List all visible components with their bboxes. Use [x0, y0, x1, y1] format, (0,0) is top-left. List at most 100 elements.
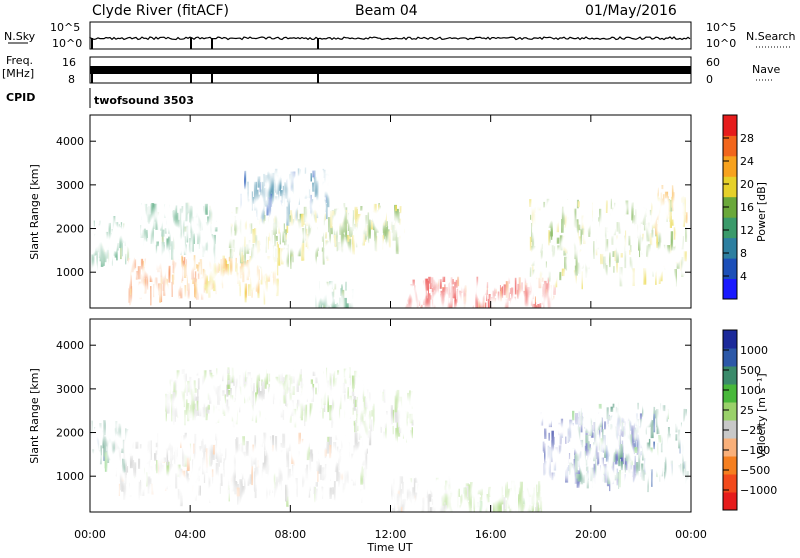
velocity-data-cell-2-224 [227, 406, 230, 414]
power-data-cell-5-130 [270, 182, 273, 193]
velocity-data-cell-6-90 [624, 420, 626, 438]
power-data-cell-8-119 [541, 295, 545, 305]
velocity-data-cell-6-124 [615, 430, 619, 449]
power-data-cell-2-49 [212, 243, 215, 257]
velocity-data-cell-6-73 [572, 423, 574, 440]
velocity-data-cell-5-137 [465, 500, 467, 511]
power-data-cell-4-56 [252, 244, 255, 253]
velocity-data-cell-1-335 [203, 444, 206, 463]
velocity-data-cell-4-82 [398, 476, 402, 491]
power-data-cell-10-50 [669, 212, 672, 222]
velocity-data-cell-1-135 [115, 436, 118, 457]
power-data-cell-9-22 [658, 231, 662, 243]
velocity-data-cell-1-285 [249, 474, 252, 485]
power-data-cell-7-51 [357, 232, 360, 247]
power-data-cell-3-97 [250, 266, 253, 273]
velocity-data-cell-4-97 [415, 492, 418, 505]
velocity-data-cell-3-94 [354, 399, 357, 407]
power-data-cell-6-4 [320, 302, 323, 308]
velocity-data-cell-5-12 [440, 484, 443, 491]
power-data-cell-8-141 [495, 304, 497, 308]
power-data-cell-8-227 [526, 286, 530, 304]
velocity-data-cell-7-93 [595, 441, 598, 446]
power-data-cell-1-105 [157, 264, 160, 273]
power-data-cell-5-34 [257, 176, 261, 188]
velocity-data-cell-4-47 [402, 504, 404, 512]
velocity-data-cell-0-38 [112, 431, 114, 448]
power-data-cell-5-38 [319, 203, 323, 224]
velocity-data-cell-1-214 [193, 453, 196, 460]
velocity-data-cell-3-8 [359, 389, 363, 399]
velocity-data-cell-1-169 [151, 483, 155, 495]
velocity-data-cell-2-233 [315, 377, 319, 384]
power-data-cell-2-34 [157, 212, 160, 226]
power-data-cell-1-101 [194, 271, 197, 283]
velocity-data-cell-0-59 [107, 433, 110, 442]
power-data-cell-8-27 [455, 279, 458, 288]
power-data-cell-7-75 [360, 235, 363, 245]
velocity-data-cell-2-176 [207, 389, 209, 400]
velocity-data-cell-4-28 [396, 510, 399, 512]
power-data-cell-2-119 [145, 229, 148, 238]
velocity-data-cell-2-216 [323, 388, 326, 405]
velocity-data-cell-7-87 [615, 406, 618, 416]
velocity-data-cell-7-162 [621, 421, 624, 432]
velocity-data-cell-6-10 [575, 413, 579, 425]
velocity-data-cell-2-219 [251, 407, 254, 422]
power-data-cell-0-38 [100, 220, 103, 226]
velocity-data-cell-7-35 [608, 415, 611, 421]
velocity-data-cell-2-140 [348, 367, 351, 378]
velocity-data-cell-1-80 [148, 456, 150, 474]
velocity-data-cell-5-71 [526, 511, 529, 512]
velocity-data-cell-1-334 [292, 464, 294, 485]
power-data-cell-3-13 [237, 272, 239, 284]
power-data-cell-9-220 [587, 220, 590, 231]
velocity-data-cell-1-284 [234, 481, 237, 495]
power-data-cell-5-87 [316, 203, 319, 219]
velocity-data-cell-7-37 [660, 467, 664, 477]
velocity-data-cell-2-265 [301, 386, 304, 398]
velocity-data-cell-6-139 [543, 463, 546, 476]
velocity-data-cell-2-311 [292, 376, 295, 384]
power-data-cell-2-33 [199, 232, 201, 244]
power-data-cell-5-133 [251, 191, 253, 211]
velocity-data-cell-6-67 [634, 455, 636, 475]
power-data-cell-9-27 [557, 245, 560, 262]
power-data-cell-6-21 [328, 306, 331, 308]
power-data-cell-4-167 [234, 216, 236, 231]
power-data-cell-9-81 [656, 241, 659, 249]
velocity-data-cell-1-25 [197, 464, 199, 480]
power-data-cell-7-22 [394, 204, 397, 221]
power-data-cell-9-241 [574, 265, 578, 276]
power-colorbar-title: Power [dB] [755, 182, 768, 242]
velocity-data-cell-1-203 [161, 437, 163, 448]
velocity-data-cell-3-64 [361, 409, 364, 427]
velocity-data-cell-1-218 [220, 473, 223, 486]
velocity-data-cell-1-10 [280, 450, 284, 468]
velocity-data-cell-7-21 [651, 469, 653, 487]
power-data-cell-10-48 [667, 196, 669, 215]
velocity-data-cell-1-325 [287, 461, 289, 481]
velocity-data-cell-1-390 [138, 481, 140, 501]
power-data-cell-1-93 [153, 284, 155, 298]
velocity-data-cell-1-252 [220, 453, 222, 463]
power-data-cell-3-113 [222, 258, 225, 269]
velocity-data-cell-5-102 [499, 492, 502, 499]
power-data-cell-3-59 [273, 272, 276, 293]
velocity-data-cell-7-13 [648, 464, 651, 471]
velocity-data-cell-6-33 [545, 461, 547, 478]
power-data-cell-8-171 [421, 280, 424, 293]
power-data-cell-4-132 [259, 248, 263, 269]
velocity-data-cell-7-169 [614, 426, 617, 438]
power-data-cell-3-16 [215, 275, 219, 295]
velocity-data-cell-4-53 [430, 485, 434, 497]
power-data-cell-4-168 [349, 226, 353, 237]
power-data-cell-8-219 [449, 301, 452, 308]
velocity-data-cell-6-14 [567, 428, 569, 443]
power-data-cell-8-145 [530, 290, 533, 306]
velocity-data-cell-1-320 [194, 433, 197, 454]
power-data-cell-9-185 [646, 223, 650, 242]
power-data-cell-7-92 [374, 231, 377, 251]
velocity-data-cell-2-290 [211, 384, 214, 390]
velocity-data-cell-4-73 [422, 490, 425, 499]
